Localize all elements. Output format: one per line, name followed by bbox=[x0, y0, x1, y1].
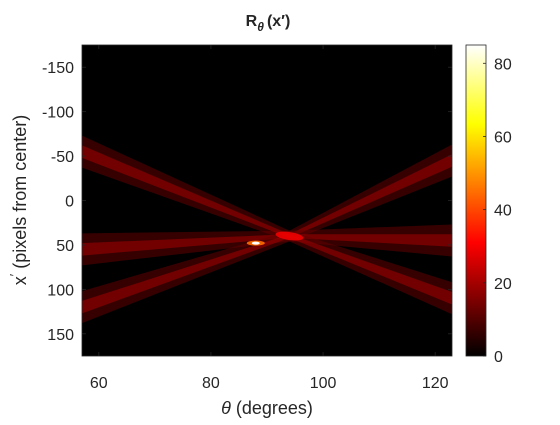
colorbar-tick-label: 0 bbox=[494, 349, 503, 366]
x-tick-label: 60 bbox=[90, 375, 108, 392]
colorbar-ticks: 0 20 40 60 80 bbox=[483, 56, 512, 366]
y-tick-label: 0 bbox=[65, 194, 74, 211]
band_1-halo bbox=[82, 144, 452, 266]
x-axis-label: θ (degrees) bbox=[221, 398, 313, 418]
y-tick-label: -100 bbox=[42, 105, 74, 122]
heatmap-image bbox=[82, 135, 452, 324]
y-tick-label: -50 bbox=[51, 149, 74, 166]
colorbar-tick-label: 40 bbox=[494, 203, 512, 220]
y-tick-label: -150 bbox=[42, 60, 74, 77]
y-tick-label: 100 bbox=[47, 282, 74, 299]
band_2-core bbox=[82, 234, 452, 314]
band_1-core bbox=[82, 154, 452, 256]
x-tick-label: 120 bbox=[422, 375, 449, 392]
colorbar-tick-label: 60 bbox=[494, 129, 512, 146]
x-axis: 60 80 100 120 bbox=[90, 45, 449, 392]
crossing-point bbox=[275, 231, 304, 241]
x-tick-label: 100 bbox=[310, 375, 337, 392]
chart-title: Rθ (x′) bbox=[246, 13, 291, 34]
band_3-core bbox=[82, 145, 452, 305]
x-tick-label: 80 bbox=[202, 375, 220, 392]
peak bbox=[251, 241, 260, 245]
plot-area bbox=[82, 45, 452, 356]
colorbar-tick-label: 20 bbox=[494, 276, 512, 293]
colorbar bbox=[465, 44, 487, 357]
colorbar-tick-label: 80 bbox=[494, 56, 512, 73]
y-axis: -150 -100 -50 0 50 100 150 bbox=[42, 60, 452, 344]
y-axis-label: x′ (pixels from center) bbox=[7, 115, 30, 285]
y-tick-label: 50 bbox=[56, 238, 74, 255]
y-tick-label: 150 bbox=[47, 327, 74, 344]
